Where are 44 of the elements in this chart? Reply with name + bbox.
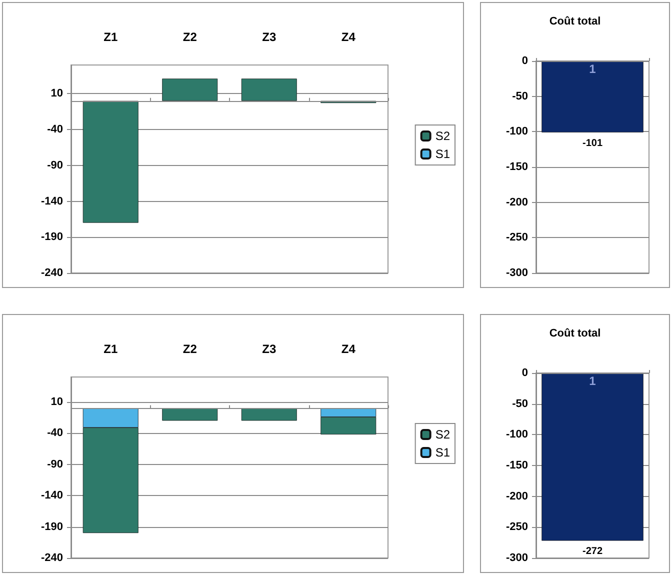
x-tick-label: Z1 [104,30,118,44]
y-tick-label: 0 [522,367,528,379]
y-tick-label: 0 [522,55,528,67]
y-tick-label: -300 [506,267,528,279]
legend-label: S1 [435,147,450,161]
data-label: -272 [582,546,603,558]
y-tick-label: -50 [512,398,528,410]
y-tick-label: 10 [50,396,63,408]
legend-label: S1 [435,446,450,460]
y-tick-label: -100 [506,126,528,138]
y-tick-label: -100 [506,428,528,441]
y-tick-label: -140 [40,490,63,502]
x-tick-label: Z2 [182,30,198,44]
y-tick-label: -50 [512,90,528,102]
x-tick-label: Z4 [341,342,356,356]
chart-title: Coût total [549,328,601,340]
y-tick-label: -150 [506,460,528,472]
x-tick-label: 1 [589,62,596,76]
chart-title: Coût total [549,16,601,28]
y-tick-label: -240 [40,552,63,564]
y-tick-label: -40 [47,124,63,136]
y-tick-label: -200 [506,490,528,502]
x-tick-label: Z4 [341,30,356,44]
legend-label: S2 [435,428,450,442]
y-tick-label: -190 [40,231,63,244]
y-tick-label: -250 [506,521,528,534]
y-tick-label: -90 [47,458,63,470]
y-tick-label: -240 [40,267,63,279]
x-tick-label: Z3 [262,30,276,44]
y-tick-label: -140 [40,195,63,208]
y-tick-label: -300 [506,552,528,564]
y-tick-label: -200 [506,196,528,208]
y-tick-label: -150 [506,161,528,173]
x-tick-label: Z3 [262,342,276,356]
y-tick-label: -190 [40,520,63,533]
y-tick-label: -90 [47,159,63,172]
y-tick-label: -250 [506,232,528,244]
x-tick-label: Z1 [104,342,118,356]
x-tick-label: Z2 [182,342,198,356]
x-tick-label: 1 [589,374,596,388]
data-label: -101 [582,138,603,149]
y-tick-label: 10 [50,88,63,100]
y-tick-label: -40 [47,427,63,440]
legend-label: S2 [435,129,450,143]
